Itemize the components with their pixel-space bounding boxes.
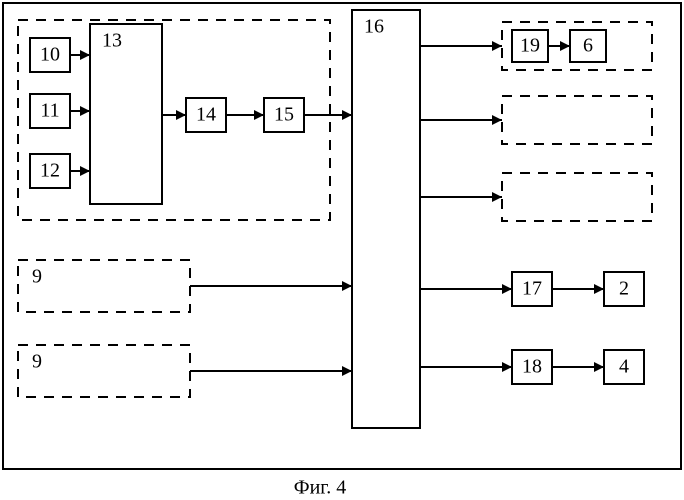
group-9a-label: 9 bbox=[32, 266, 42, 288]
block-diagram: 10 11 12 13 14 15 16 19 6 17 2 18 4 9 9 Фиг. 4 bbox=[0, 0, 684, 500]
box-14-label: 14 bbox=[196, 104, 216, 126]
outer-border bbox=[3, 3, 681, 469]
box-17-label: 17 bbox=[522, 278, 542, 300]
box-4-label: 4 bbox=[619, 356, 629, 378]
box-2-label: 2 bbox=[619, 278, 629, 300]
box-13 bbox=[90, 24, 162, 204]
figure-caption: Фиг. 4 bbox=[294, 477, 346, 499]
box-10-label: 10 bbox=[40, 44, 60, 66]
box-16 bbox=[352, 10, 420, 428]
group-9b bbox=[18, 345, 190, 397]
box-16-label: 16 bbox=[364, 16, 384, 38]
box-11-label: 11 bbox=[40, 100, 59, 122]
box-13-label: 13 bbox=[102, 30, 122, 52]
group-9a bbox=[18, 260, 190, 312]
group-empty-1 bbox=[502, 96, 652, 144]
box-12-label: 12 bbox=[40, 160, 60, 182]
box-15-label: 15 bbox=[274, 104, 294, 126]
box-6-label: 6 bbox=[583, 35, 593, 57]
box-19-label: 19 bbox=[520, 35, 540, 57]
group-empty-2 bbox=[502, 173, 652, 221]
group-9b-label: 9 bbox=[32, 351, 42, 373]
box-18-label: 18 bbox=[522, 356, 542, 378]
